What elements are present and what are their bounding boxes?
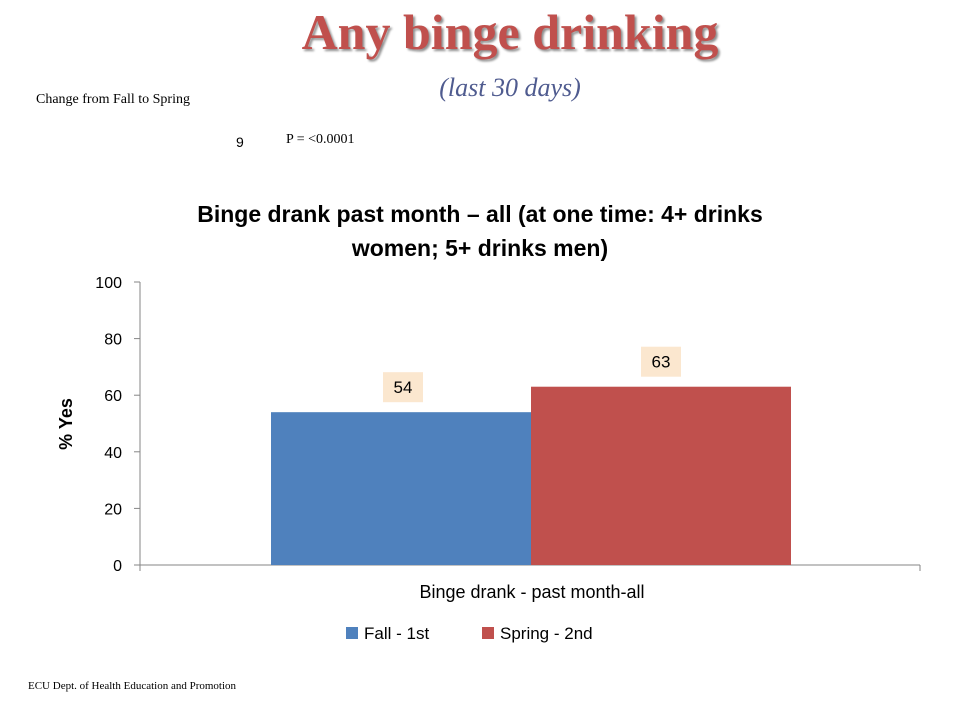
y-tick-label: 20 <box>104 501 122 518</box>
data-label-box <box>641 346 681 377</box>
y-axis-label: % Yes <box>56 398 76 450</box>
check-glyph: 9 <box>236 134 244 150</box>
bar-spring <box>531 386 791 565</box>
legend-label: Spring - 2nd <box>500 624 593 643</box>
y-tick-label: 60 <box>104 388 122 405</box>
slide-title: Any binge drinking <box>301 4 719 60</box>
bar-chart: Binge drank past month – all (at one tim… <box>56 201 921 643</box>
p-value: P = <0.0001 <box>286 132 355 147</box>
legend-swatch <box>346 627 358 639</box>
data-label: 63 <box>652 353 671 372</box>
bar-fall <box>271 412 531 565</box>
y-tick-label: 0 <box>113 558 122 575</box>
x-category-label: Binge drank - past month-all <box>419 582 644 602</box>
data-label-box <box>383 372 423 403</box>
y-tick-label: 80 <box>104 332 122 349</box>
footer-credit: ECU Dept. of Health Education and Promot… <box>28 680 237 692</box>
y-tick-label: 40 <box>104 445 122 462</box>
y-tick-label: 100 <box>95 275 122 292</box>
chart-title-line: Binge drank past month – all (at one tim… <box>197 201 763 227</box>
legend-label: Fall - 1st <box>364 624 429 643</box>
change-label: Change from Fall to Spring <box>36 92 190 107</box>
chart-title-line: women; 5+ drinks men) <box>351 235 608 261</box>
slide-subtitle: (last 30 days) <box>439 73 581 102</box>
legend-swatch <box>482 627 494 639</box>
data-label: 54 <box>394 378 413 397</box>
